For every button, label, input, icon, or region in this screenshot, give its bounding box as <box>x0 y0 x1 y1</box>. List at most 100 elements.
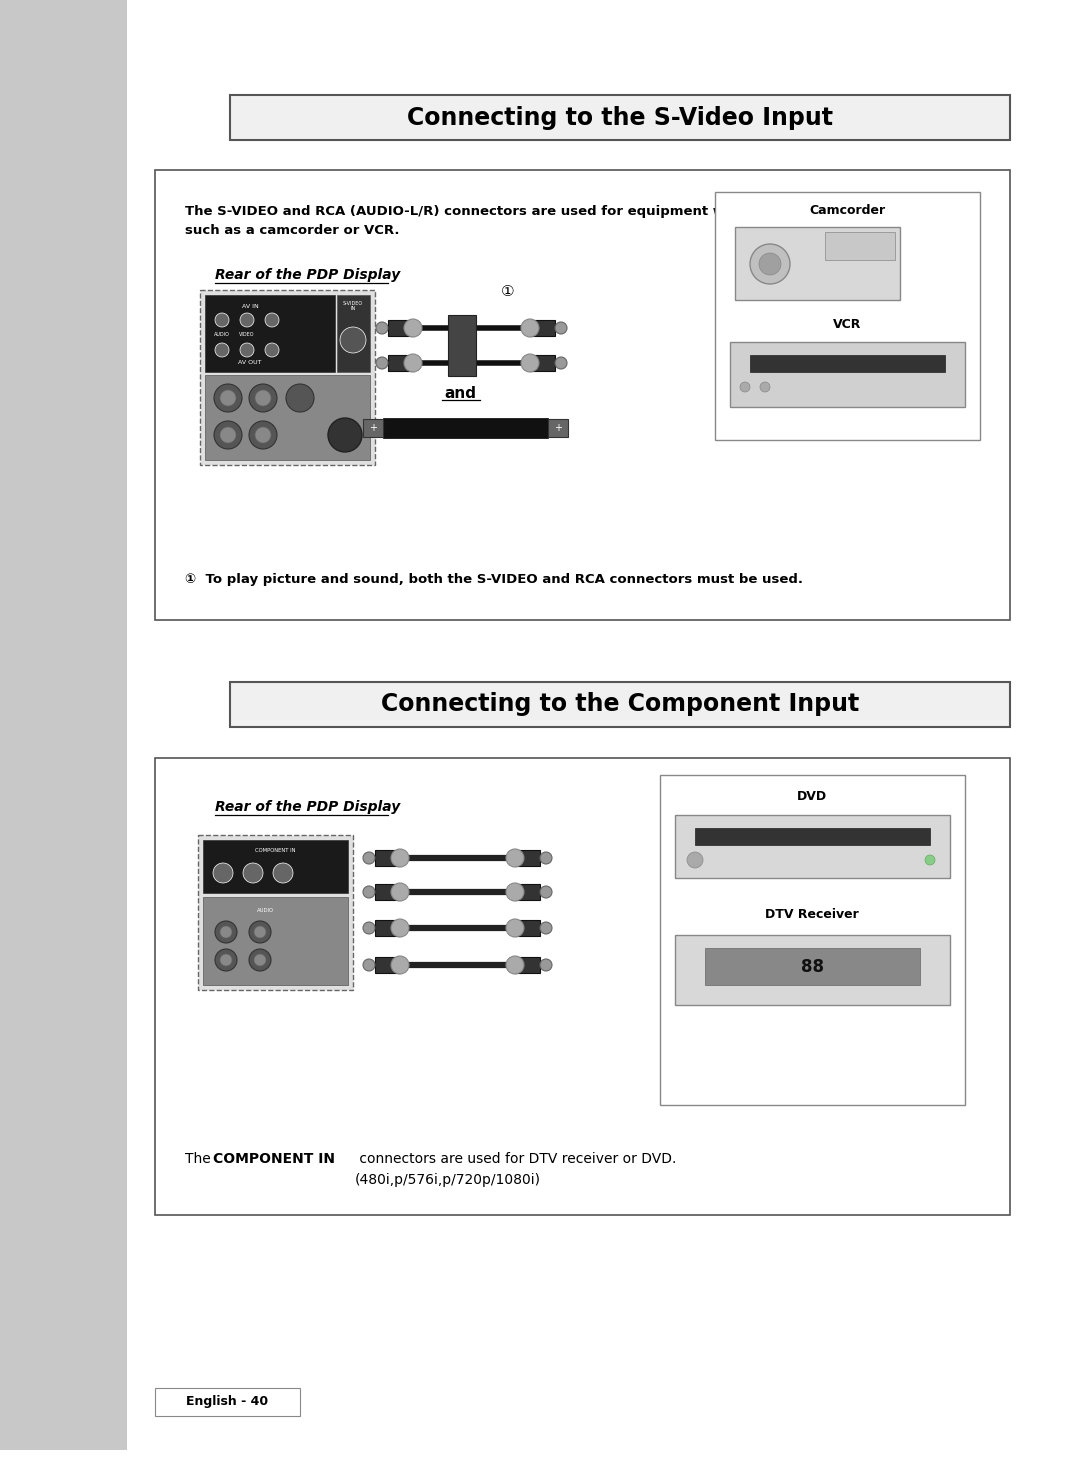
Circle shape <box>540 959 552 971</box>
Polygon shape <box>715 191 980 440</box>
Circle shape <box>215 312 229 327</box>
Circle shape <box>249 421 276 449</box>
Polygon shape <box>156 169 1010 620</box>
Circle shape <box>215 949 237 971</box>
Circle shape <box>220 955 232 966</box>
Polygon shape <box>515 850 540 866</box>
Circle shape <box>215 343 229 356</box>
Text: Connecting to the Component Input: Connecting to the Component Input <box>381 692 859 716</box>
Text: S-VIDEO
IN: S-VIDEO IN <box>343 300 363 311</box>
Circle shape <box>540 851 552 865</box>
Text: 88: 88 <box>800 957 824 977</box>
Circle shape <box>214 421 242 449</box>
Circle shape <box>750 245 789 284</box>
Text: The S-VIDEO and RCA (AUDIO-L/R) connectors are used for equipment with an S-Vide: The S-VIDEO and RCA (AUDIO-L/R) connecto… <box>185 205 890 237</box>
Polygon shape <box>156 759 1010 1215</box>
Circle shape <box>214 384 242 412</box>
Circle shape <box>255 427 271 443</box>
Polygon shape <box>363 418 383 437</box>
Polygon shape <box>156 1388 300 1416</box>
Circle shape <box>220 427 237 443</box>
Circle shape <box>254 927 266 938</box>
Polygon shape <box>203 840 348 893</box>
Circle shape <box>740 382 750 392</box>
Polygon shape <box>388 355 413 371</box>
Polygon shape <box>230 682 1010 728</box>
Text: AV OUT: AV OUT <box>239 361 261 365</box>
Polygon shape <box>515 921 540 935</box>
Circle shape <box>363 851 375 865</box>
Text: COMPONENT IN: COMPONENT IN <box>213 1152 335 1167</box>
Circle shape <box>555 323 567 334</box>
Polygon shape <box>730 342 966 407</box>
Circle shape <box>391 848 409 868</box>
Text: Rear of the PDP Display: Rear of the PDP Display <box>215 268 401 281</box>
Polygon shape <box>375 850 400 866</box>
Text: Rear of the PDP Display: Rear of the PDP Display <box>215 800 401 815</box>
Circle shape <box>363 959 375 971</box>
Circle shape <box>254 955 266 966</box>
Polygon shape <box>448 315 476 376</box>
Text: and: and <box>444 386 476 401</box>
Polygon shape <box>388 320 413 336</box>
Polygon shape <box>825 233 895 261</box>
Polygon shape <box>375 884 400 900</box>
Text: VCR: VCR <box>833 318 861 330</box>
Polygon shape <box>735 227 900 300</box>
Polygon shape <box>337 295 370 373</box>
Circle shape <box>507 956 524 974</box>
Circle shape <box>213 863 233 882</box>
Circle shape <box>340 327 366 354</box>
Circle shape <box>249 949 271 971</box>
Text: Connecting to the S-Video Input: Connecting to the S-Video Input <box>407 106 833 130</box>
Text: +: + <box>369 423 377 433</box>
Polygon shape <box>0 0 127 1449</box>
Polygon shape <box>750 355 945 373</box>
Circle shape <box>376 323 388 334</box>
Circle shape <box>507 882 524 901</box>
Circle shape <box>328 418 362 452</box>
Circle shape <box>507 919 524 937</box>
Circle shape <box>249 921 271 943</box>
Polygon shape <box>203 897 348 985</box>
Text: AUDIO: AUDIO <box>257 907 273 912</box>
Circle shape <box>363 885 375 899</box>
Circle shape <box>521 354 539 373</box>
Polygon shape <box>548 418 568 437</box>
Text: +: + <box>554 423 562 433</box>
Polygon shape <box>515 884 540 900</box>
Circle shape <box>286 384 314 412</box>
Polygon shape <box>205 376 370 460</box>
Text: DTV Receiver: DTV Receiver <box>765 909 859 922</box>
Text: AV IN: AV IN <box>242 303 258 308</box>
Polygon shape <box>198 835 353 990</box>
Circle shape <box>220 927 232 938</box>
Text: ①: ① <box>501 284 515 299</box>
Polygon shape <box>205 295 335 373</box>
Polygon shape <box>675 815 950 878</box>
Circle shape <box>687 851 703 868</box>
Polygon shape <box>530 355 555 371</box>
Circle shape <box>363 922 375 934</box>
Circle shape <box>391 919 409 937</box>
Polygon shape <box>696 828 930 846</box>
Circle shape <box>760 382 770 392</box>
Text: ①  To play picture and sound, both the S-VIDEO and RCA connectors must be used.: ① To play picture and sound, both the S-… <box>185 573 804 586</box>
Circle shape <box>391 882 409 901</box>
Circle shape <box>249 384 276 412</box>
Circle shape <box>391 956 409 974</box>
Circle shape <box>555 356 567 370</box>
Circle shape <box>240 312 254 327</box>
Circle shape <box>265 312 279 327</box>
Circle shape <box>759 253 781 275</box>
Circle shape <box>521 320 539 337</box>
Polygon shape <box>375 921 400 935</box>
Text: COMPONENT IN: COMPONENT IN <box>255 848 295 853</box>
Circle shape <box>240 343 254 356</box>
Polygon shape <box>675 935 950 1005</box>
Circle shape <box>507 848 524 868</box>
Polygon shape <box>530 320 555 336</box>
Polygon shape <box>705 949 920 985</box>
Text: The: The <box>185 1152 215 1167</box>
Circle shape <box>404 354 422 373</box>
